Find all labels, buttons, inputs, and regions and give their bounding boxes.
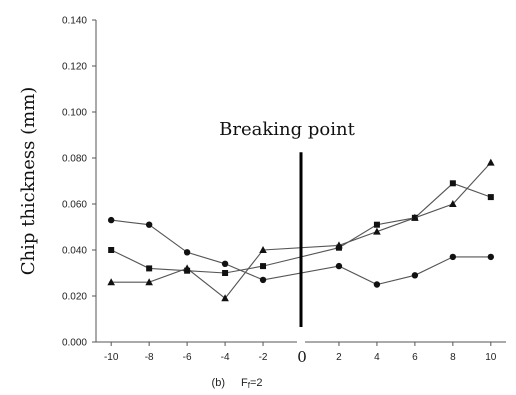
y-tick-label: 0.040 [62,246,87,257]
x-tick-label: -6 [183,352,192,363]
data-point [449,253,457,261]
x-tick-label: 4 [374,352,380,363]
y-tick-label: 0.060 [62,200,87,211]
caption-text: Ff=2 [241,377,263,390]
data-point [487,253,495,261]
data-point [145,221,153,228]
y-tick-label: 0.020 [62,292,87,303]
data-point [145,278,153,286]
data-point [146,265,153,272]
data-point [373,281,381,288]
data-point [221,294,229,302]
data-point [411,272,419,279]
caption-sub: f [248,381,251,390]
x-tick-label: -10 [104,352,119,363]
data-point [411,213,419,221]
x-tick-label: 10 [485,352,497,363]
y-tick-label: 0.120 [62,62,87,73]
data-point [335,262,343,270]
y-tick-label: 0.140 [62,16,87,27]
data-point [183,264,191,272]
x-tick-label: 6 [412,352,418,363]
data-point [107,216,115,224]
x-zero-label: 0 [297,348,307,366]
caption: (b) Ff=2 [212,377,263,390]
data-point [260,263,267,270]
y-tick-label: 0.100 [62,108,87,119]
x-tick-label: 8 [450,352,456,363]
data-point [259,276,267,284]
x-tick-label: -8 [145,352,154,363]
x-axis: -10 -8 -6 -4 -2 2 4 6 8 10 0 [96,341,506,366]
y-tick-label: 0.000 [62,338,87,349]
data-point [373,221,380,228]
data-point [221,260,229,267]
data-point [487,194,494,201]
data-point [449,200,457,207]
data-point [222,270,229,276]
caption-main: F [241,377,248,389]
data-point [259,246,267,253]
data-point [108,247,115,253]
data-point [487,158,495,166]
y-axis-label: Chip thickness (mm) [18,87,39,276]
y-tick-label: 0.080 [62,154,87,165]
y-axis: 0.000 0.020 0.040 0.060 0.080 0.100 0.120 0.140 [62,16,97,349]
caption-prefix: (b) [212,377,225,389]
x-tick-label: -2 [259,352,268,363]
caption-suffix: =2 [250,377,263,389]
data-point [373,227,381,235]
breaking-point-label: Breaking point [219,119,355,140]
x-tick-label: 2 [336,352,342,363]
data-point [449,180,456,187]
data-point [335,241,343,249]
data-point [107,278,115,286]
data-point [183,249,191,256]
x-tick-label: -4 [221,352,230,363]
